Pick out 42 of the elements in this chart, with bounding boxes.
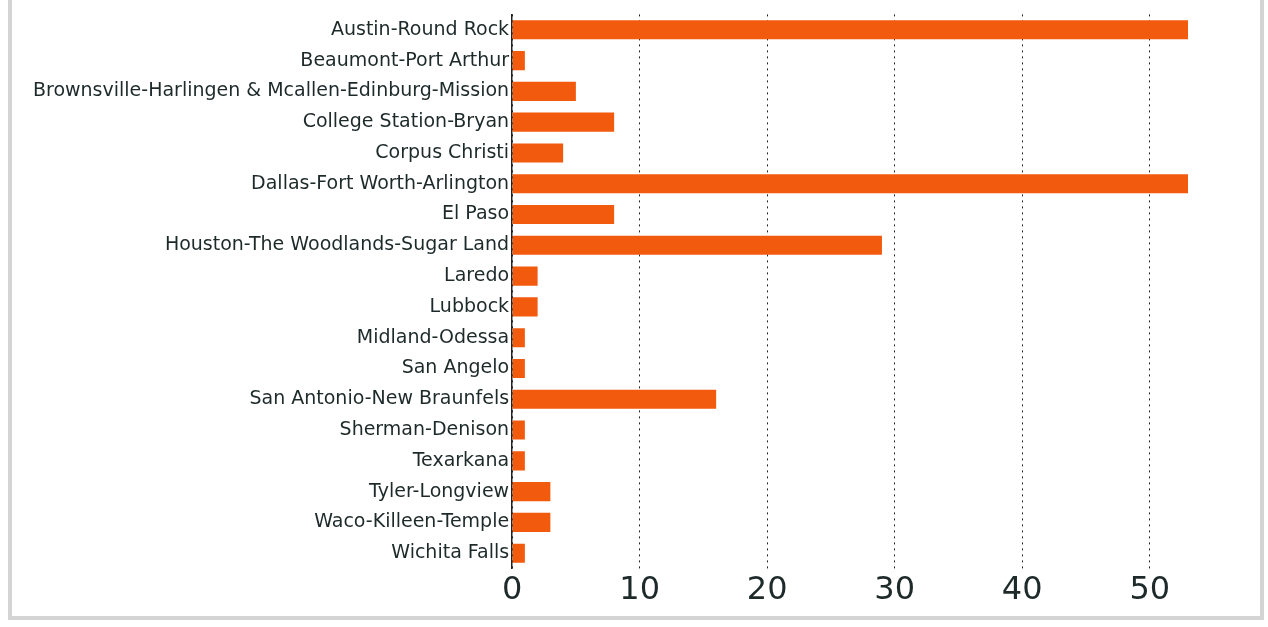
bar [512,297,538,317]
y-tick-label: College Station-Bryan [302,109,510,132]
y-tick-label: Laredo [444,263,510,286]
bar [512,81,576,101]
y-tick-label: Texarkana [411,447,510,470]
x-tick-label: 0 [501,569,523,608]
x-tick-label: 50 [1129,569,1171,608]
y-tick-label: Beaumont-Port Arthur [300,47,510,70]
bar [512,543,525,563]
bar [512,235,882,255]
x-tick-label: 40 [1001,569,1043,608]
y-tick-label: San Angelo [401,355,510,378]
y-tick-label: San Antonio-New Braunfels [249,386,510,409]
bar [512,482,551,502]
y-tick-label: Tyler-Longview [368,478,510,501]
y-tick-label: Corpus Christi [375,139,510,162]
bar [512,112,615,132]
bar [512,358,525,379]
bar [512,451,525,471]
y-tick-label: El Paso [442,201,510,224]
bar [512,266,538,286]
y-tick-label: Brownsville-Harlingen & Mcallen-Edinburg-Mission [32,78,510,101]
y-tick-label: Waco-Killeen-Temple [314,509,510,532]
y-tick-label: Lubbock [429,293,510,316]
y-tick-label: Austin-Round Rock [330,16,510,39]
bar [512,204,615,225]
x-tick-label: 20 [746,569,788,608]
bar [512,20,1188,40]
bar [512,512,551,532]
bar [512,143,564,163]
bar [512,420,525,440]
x-tick-label: 30 [874,569,916,608]
bar [512,51,525,71]
y-tick-label: Houston-The Woodlands-Sugar Land [164,232,510,255]
y-tick-label: Wichita Falls [391,540,510,563]
y-tick-label: Dallas-Fort Worth-Arlington [251,170,510,193]
bar [512,389,717,409]
y-tick-label: Sherman-Denison [339,416,510,439]
y-tick-label: Midland-Odessa [356,324,510,347]
bar [512,174,1188,194]
x-tick-label: 10 [619,569,660,608]
bar [512,328,525,348]
